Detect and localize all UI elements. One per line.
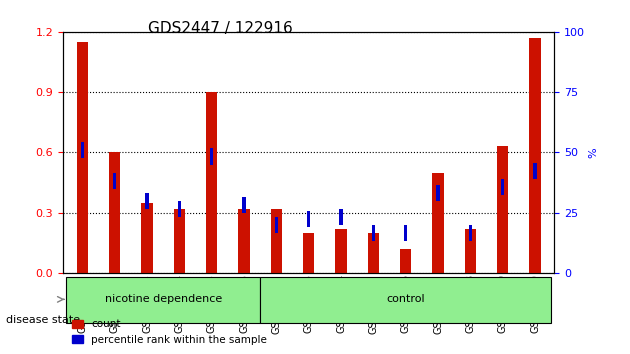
- Bar: [501, 178, 505, 195]
- Bar: [146, 193, 149, 209]
- Bar: [210, 148, 214, 165]
- Bar: [372, 225, 375, 241]
- Text: GDS2447 / 122916: GDS2447 / 122916: [148, 21, 293, 36]
- FancyBboxPatch shape: [260, 277, 551, 323]
- Bar: [113, 172, 117, 189]
- Bar: [206, 92, 217, 273]
- Bar: [368, 233, 379, 273]
- Bar: [335, 229, 347, 273]
- Bar: [497, 147, 508, 273]
- Bar: [400, 249, 411, 273]
- Bar: [141, 203, 152, 273]
- Bar: [271, 209, 282, 273]
- Bar: [469, 225, 472, 241]
- Bar: [465, 229, 476, 273]
- Bar: [340, 209, 343, 225]
- Bar: [275, 217, 278, 233]
- Bar: [404, 225, 408, 241]
- FancyBboxPatch shape: [66, 277, 260, 323]
- Bar: [178, 201, 181, 217]
- Text: nicotine dependence: nicotine dependence: [105, 295, 222, 304]
- Bar: [238, 209, 249, 273]
- Legend: count, percentile rank within the sample: count, percentile rank within the sample: [68, 315, 271, 349]
- Text: disease state: disease state: [6, 315, 81, 325]
- Bar: [529, 38, 541, 273]
- Bar: [109, 153, 120, 273]
- Bar: [437, 185, 440, 201]
- Y-axis label: %: %: [588, 147, 598, 158]
- Bar: [432, 172, 444, 273]
- Bar: [534, 162, 537, 178]
- Bar: [243, 197, 246, 213]
- Bar: [77, 42, 88, 273]
- Text: control: control: [386, 295, 425, 304]
- Bar: [81, 142, 84, 159]
- Bar: [307, 211, 311, 227]
- Bar: [174, 209, 185, 273]
- Bar: [303, 233, 314, 273]
